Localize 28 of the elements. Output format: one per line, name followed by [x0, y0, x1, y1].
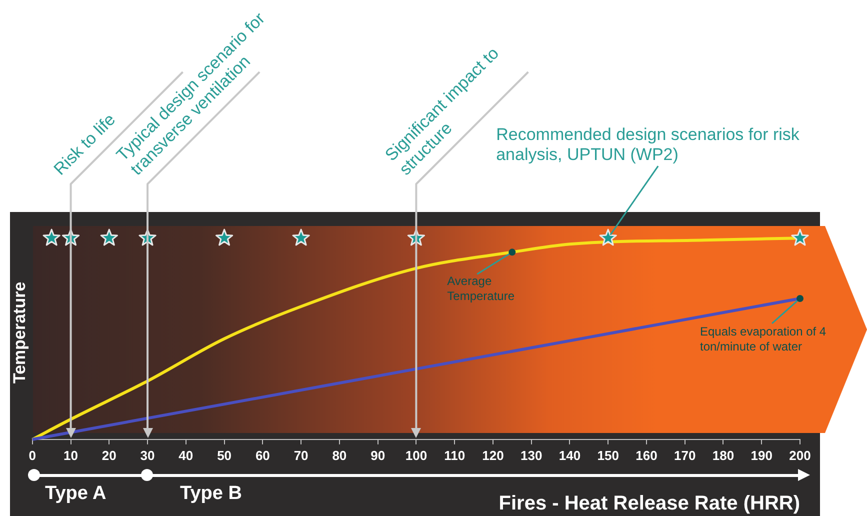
y-axis-title: Temperature	[10, 282, 29, 384]
text: Type A	[45, 483, 106, 505]
annotation: Equals evaporation of 4 ton/minute of water	[700, 324, 826, 354]
x-tick-label: 130	[520, 448, 542, 463]
x-tick-label: 180	[712, 448, 734, 463]
x-tick-label: 120	[482, 448, 504, 463]
x-tick-label: 80	[332, 448, 347, 463]
x-axis-title: Fires - Heat Release Rate (HRR)	[498, 492, 800, 515]
x-tick-label: 150	[597, 448, 619, 463]
x-tick-label: 110	[444, 448, 466, 463]
annotation: Recommended design scenarios for risk analysis, UPTUN (WP2)	[496, 125, 800, 164]
x-tick-label: 170	[674, 448, 696, 463]
x-tick-label: 40	[178, 448, 194, 463]
x-tick-label: 140	[558, 448, 581, 463]
x-tick-label: 200	[789, 448, 811, 463]
x-tick-label: 70	[294, 448, 308, 463]
x-tick-label: 20	[102, 448, 116, 463]
x-tick-label: 30	[140, 448, 155, 463]
x-tick-label: 50	[217, 448, 232, 463]
x-tick-label: 100	[405, 448, 428, 463]
annotation: Average Temperature	[447, 274, 515, 304]
x-tick-label: 90	[370, 448, 386, 463]
x-tick-label: 60	[255, 448, 270, 463]
x-tick-label: 0	[28, 448, 36, 463]
x-tick-label: 10	[64, 448, 78, 463]
x-tick-label: 190	[750, 448, 772, 463]
text: Type B	[180, 483, 242, 505]
x-tick-label: 160	[636, 448, 658, 463]
